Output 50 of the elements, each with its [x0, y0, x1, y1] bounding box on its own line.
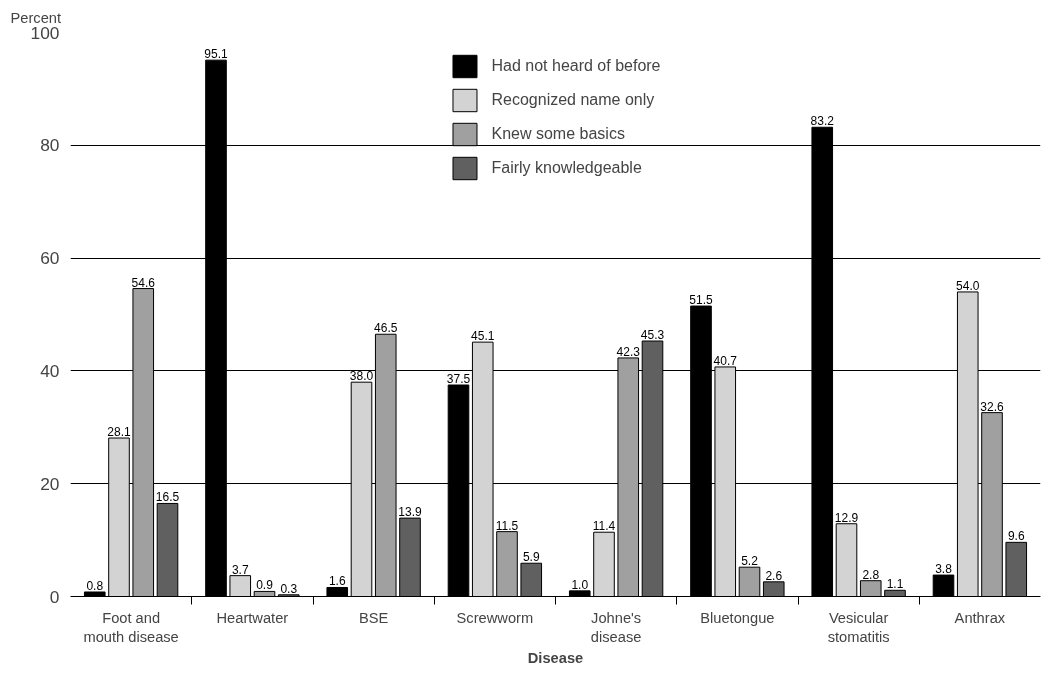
data-label: 95.1 — [204, 47, 228, 62]
y-tick-label: 80 — [40, 135, 60, 156]
data-label: 12.9 — [834, 510, 859, 525]
x-tick-label: Foot and mouth disease — [83, 609, 179, 645]
data-label: 40.7 — [713, 353, 738, 368]
data-label: 45.1 — [471, 329, 495, 344]
x-tick-label: Bluetongue — [700, 609, 775, 626]
x-tick-label: BSE — [358, 609, 389, 626]
legend-label: Had not heard of before — [491, 57, 661, 75]
data-label: 83.2 — [810, 114, 835, 129]
data-label: 9.6 — [1007, 529, 1025, 544]
legend-label: Fairly knowledgeable — [491, 159, 642, 177]
data-label: 2.8 — [862, 567, 880, 582]
y-tick-label: 0 — [49, 586, 60, 607]
data-label: 51.5 — [689, 293, 713, 308]
legend-label: Recognized name only — [491, 91, 655, 109]
data-label: 0.9 — [256, 578, 274, 593]
data-label: 32.6 — [980, 399, 1004, 414]
y-tick-label: 20 — [40, 473, 60, 494]
data-label: 5.2 — [741, 554, 759, 569]
data-label: 37.5 — [446, 372, 471, 386]
data-label: 3.8 — [935, 562, 953, 577]
data-label: 13.9 — [398, 505, 422, 520]
data-label: 38.0 — [349, 369, 374, 384]
data-label: 11.5 — [495, 518, 519, 533]
data-label: 45.3 — [640, 328, 665, 343]
x-tick-label: Heartwater — [216, 609, 289, 626]
data-label: 1.1 — [886, 577, 904, 592]
data-label: 1.6 — [328, 574, 346, 589]
data-label: 54.0 — [956, 278, 980, 293]
data-label: 11.4 — [592, 519, 616, 534]
y-tick-label: 40 — [40, 360, 60, 381]
x-tick-label: Screwworm — [456, 609, 534, 626]
x-axis-title: Disease — [527, 649, 584, 666]
data-label: 42.3 — [616, 344, 641, 359]
data-label: 16.5 — [155, 490, 180, 505]
x-tick-label: Anthrax — [954, 609, 1006, 626]
data-label: 3.7 — [231, 562, 249, 577]
legend-label: Knew some basics — [491, 125, 625, 143]
y-tick-label: 60 — [40, 248, 60, 269]
x-tick-label: Vesicular stomatitis — [827, 609, 890, 645]
data-label: 0.8 — [86, 578, 104, 593]
data-label: 0.3 — [280, 581, 298, 596]
data-label: 28.1 — [107, 425, 131, 440]
data-label: 2.6 — [765, 568, 783, 583]
data-label: 5.9 — [522, 550, 540, 565]
data-label: 1.0 — [571, 577, 589, 592]
x-tick-label: Johne's disease — [590, 609, 642, 645]
data-label: 46.5 — [374, 321, 398, 336]
data-label: 54.6 — [131, 275, 156, 290]
